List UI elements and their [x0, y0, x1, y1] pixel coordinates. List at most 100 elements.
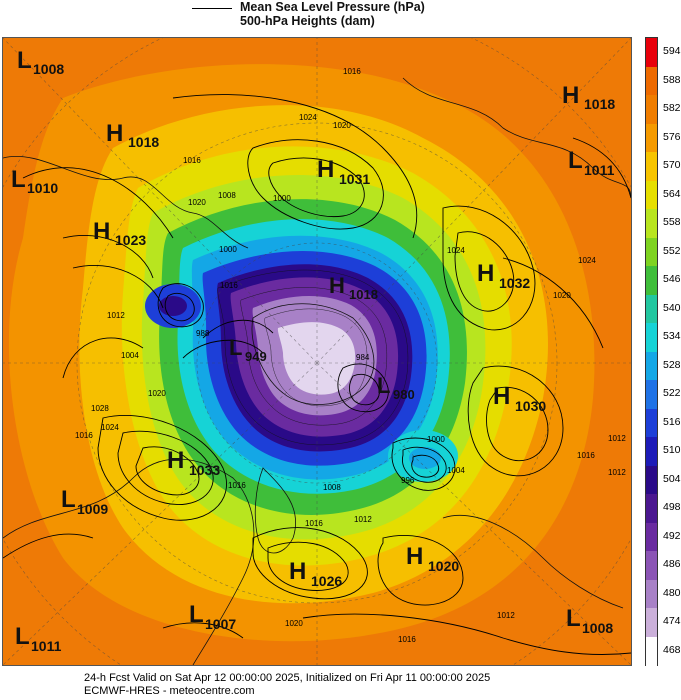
isobar-label: 1012 — [354, 515, 372, 524]
isobar-label: 1016 — [577, 451, 595, 460]
pressure-center-letter: L — [17, 47, 32, 74]
colorbar-label: 522 — [663, 387, 681, 400]
isobar-label: 1024 — [447, 246, 465, 255]
pressure-center-letter: H — [317, 156, 334, 183]
pressure-center-value: 1033 — [189, 462, 220, 478]
colorbar-label: 564 — [663, 187, 681, 200]
isobar — [486, 386, 549, 462]
pressure-centers: L 1008 H 1018 H 1018 L 1010 L 1011 H 103… — [11, 47, 615, 654]
colorbar-segment — [646, 266, 657, 295]
isobar-label: 1016 — [398, 635, 416, 644]
colorbar-segment — [646, 636, 657, 666]
isobar — [182, 339, 264, 359]
pressure-center-value: 1007 — [205, 616, 236, 632]
isobar — [391, 437, 456, 491]
colorbar-label: 504 — [663, 472, 681, 485]
isobar — [22, 167, 174, 239]
isobar-label: 1016 — [183, 156, 201, 165]
pressure-center-value: 1011 — [584, 162, 615, 178]
legend-header: Mean Sea Level Pressure (hPa) 500-hPa He… — [0, 0, 681, 36]
isobar-label: 1004 — [447, 466, 465, 475]
height-contours — [217, 269, 409, 446]
isobar-label: 1020 — [148, 389, 166, 398]
colorbar-segment — [646, 294, 657, 324]
pressure-center-value: 1030 — [515, 398, 546, 414]
isobar — [157, 283, 204, 328]
colorbar-segment — [646, 522, 657, 552]
isobar — [572, 137, 631, 199]
coast-arctic — [251, 303, 375, 405]
weather-map-canvas: L 1008 H 1018 H 1018 L 1010 L 1011 H 103… — [3, 38, 631, 665]
isobar-label: 1000 — [273, 194, 291, 203]
pressure-center-letter: H — [477, 260, 494, 287]
pressure-center-value: 1023 — [115, 232, 146, 248]
isobar-label: 1012 — [608, 468, 626, 477]
height-contour — [217, 269, 409, 446]
colorbar-segment — [646, 437, 657, 466]
legend-mslp-label: Mean Sea Level Pressure (hPa) — [240, 0, 425, 14]
colorbar-label: 582 — [663, 102, 681, 115]
colorbar-label: 594 — [663, 45, 681, 58]
pressure-center-value: 1008 — [582, 620, 613, 636]
isobar-label: 1028 — [91, 404, 109, 413]
pressure-center-letter: L — [568, 147, 583, 174]
isobar-label: 1016 — [75, 431, 93, 440]
isobar-label: 1024 — [101, 423, 119, 432]
meridian-7 — [3, 362, 318, 665]
pressure-center-value: 1018 — [128, 134, 159, 150]
colorbar-label: 570 — [663, 159, 681, 172]
isobar-label: 1020 — [333, 121, 351, 130]
isobar-label: 1016 — [220, 281, 238, 290]
pressure-center-letter: H — [406, 543, 423, 570]
isobar — [267, 541, 349, 591]
meridian-5 — [316, 362, 631, 665]
isobar — [172, 94, 418, 239]
coast-north-america — [3, 458, 255, 665]
pressure-center-value: 1020 — [428, 558, 459, 574]
pressure-center-letter: H — [93, 218, 110, 245]
colorbar-segment — [646, 123, 657, 153]
isobar — [202, 319, 274, 339]
pressure-center-value: 1010 — [27, 180, 58, 196]
isobar — [117, 430, 214, 505]
isobar — [97, 415, 227, 521]
pressure-center-letter: H — [329, 273, 345, 298]
colorbar-segment — [646, 579, 657, 609]
isobar — [62, 337, 144, 379]
colorbar-label: 468 — [663, 643, 681, 656]
footer: 24-h Fcst Valid on Sat Apr 12 00:00:00 2… — [0, 672, 681, 700]
pressure-center-letter: L — [11, 166, 26, 193]
isobar-label: 1020 — [188, 198, 206, 207]
pressure-center-value: 1032 — [499, 275, 530, 291]
isobar — [62, 234, 154, 279]
pressure-center-letter: H — [493, 383, 510, 410]
colorbar-segment — [646, 551, 657, 580]
isobar — [402, 446, 447, 483]
pressure-center-letter: L — [229, 335, 242, 360]
colorbar-segment — [646, 180, 657, 210]
pressure-center-value: 980 — [393, 387, 415, 402]
isobar-label: 1016 — [305, 519, 323, 528]
pressure-center-value: 1009 — [77, 501, 108, 517]
pressure-center-value: 1018 — [349, 287, 378, 302]
isobar-label: 1016 — [228, 481, 246, 490]
isobar-label: 1012 — [608, 434, 626, 443]
isobar-label: 1000 — [427, 435, 445, 444]
colorbar-label: 552 — [663, 244, 681, 257]
isobar-label: 1024 — [299, 113, 317, 122]
pressure-center-value: 1026 — [311, 573, 342, 589]
height-fill-low-southeast-core — [409, 447, 441, 469]
pressure-center-letter: H — [167, 447, 184, 474]
isobar — [349, 373, 380, 406]
colorbar-segment — [646, 494, 657, 523]
colorbar — [645, 37, 658, 666]
colorbar-segment — [646, 152, 657, 181]
height-fill-low-west-core — [159, 296, 187, 316]
colorbar-label: 558 — [663, 216, 681, 229]
colorbar-segment — [646, 237, 657, 267]
isobar — [162, 622, 244, 639]
pressure-center-letter: H — [289, 558, 306, 585]
coast-europe — [3, 156, 249, 249]
isobar — [377, 534, 464, 606]
isobar-label: 1020 — [553, 291, 571, 300]
